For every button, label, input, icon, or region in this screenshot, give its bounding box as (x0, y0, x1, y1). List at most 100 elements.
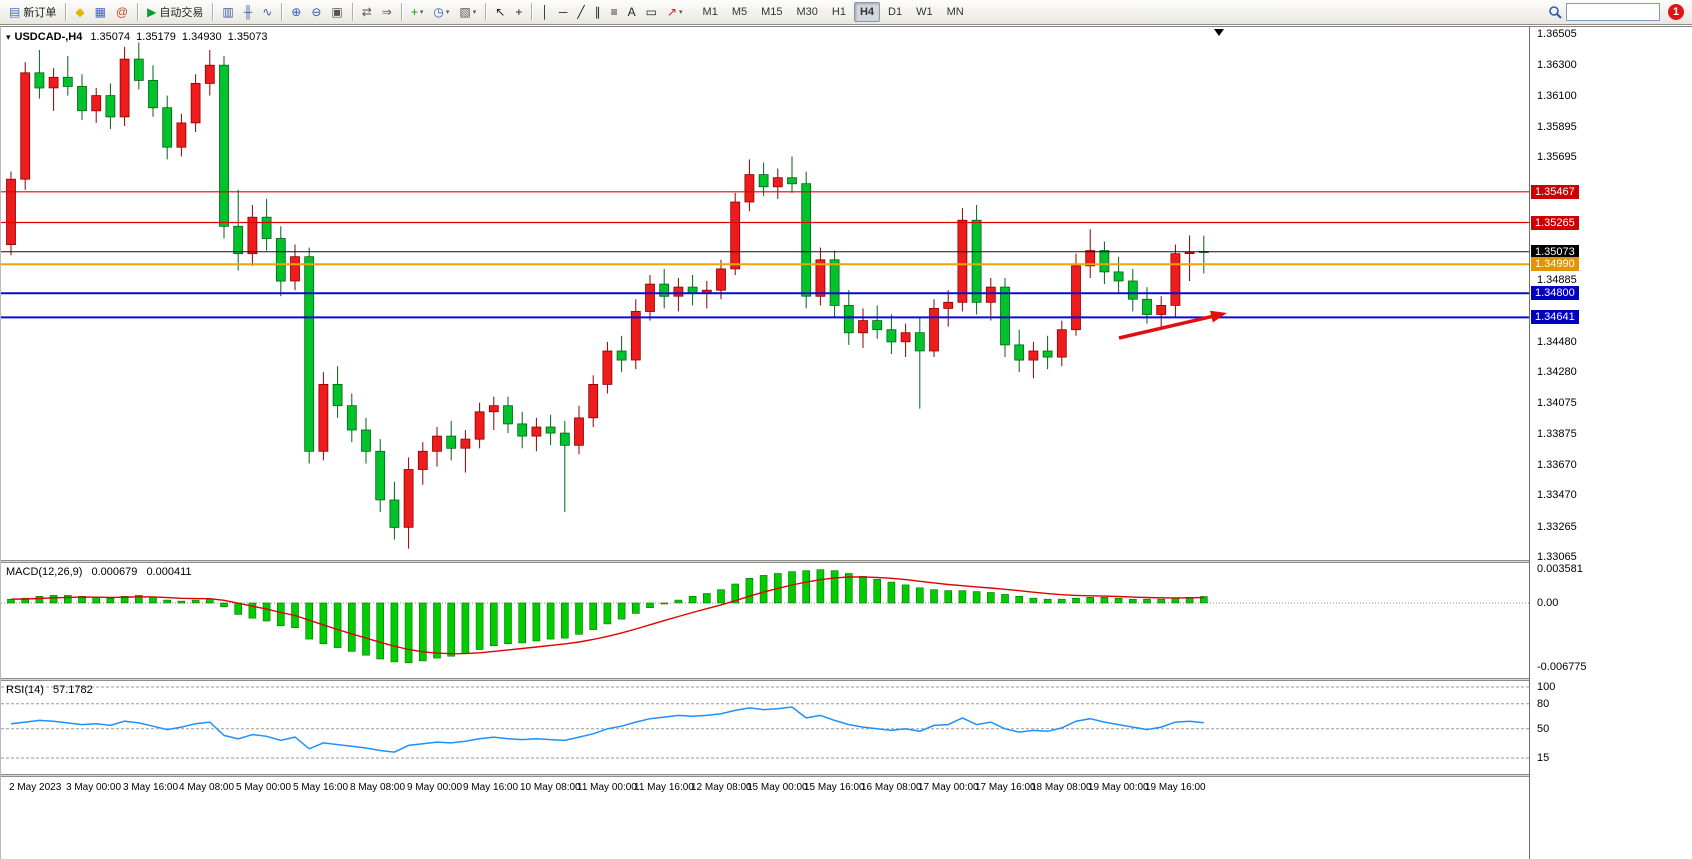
macd-histogram-bar (788, 571, 796, 604)
periods-button[interactable]: ◷ ▾ (429, 1, 453, 23)
macd-histogram-bar (532, 602, 541, 642)
timeframe-button-m15[interactable]: M15 (761, 6, 783, 18)
rsi-indicator-pane[interactable] (1, 681, 1529, 774)
cursor-button[interactable]: ↖ (491, 1, 509, 23)
candle (687, 275, 698, 306)
macd-histogram-bar (475, 602, 484, 650)
macd-axis-label: 0.00 (1537, 597, 1559, 609)
macd-histogram-bar (816, 569, 825, 604)
candle (1099, 241, 1110, 285)
candlestick-chart-button[interactable]: ╫ (240, 1, 257, 23)
macd-histogram-bar (191, 599, 200, 604)
price-axis-label: 1.34885 (1537, 274, 1577, 286)
trendline-button[interactable]: ╱ (573, 1, 588, 23)
macd-histogram-bar (688, 595, 697, 604)
macd-axis-label: -0.006775 (1537, 661, 1587, 673)
timeframe-button-h4[interactable]: H4 (853, 2, 881, 22)
line-chart-button[interactable]: ∿ (258, 1, 276, 23)
text-button[interactable]: A (624, 1, 640, 23)
timeframe-button-m1[interactable]: M1 (702, 6, 718, 18)
macd-histogram-bar (575, 602, 583, 635)
time-axis-label: 19 May 00:00 (1088, 782, 1149, 793)
toolbar-separator (281, 3, 283, 21)
autotrading-icon: ▶ (147, 5, 157, 19)
candle (432, 427, 442, 467)
macd-indicator-pane[interactable] (1, 563, 1529, 678)
macd-histogram-bar (1129, 598, 1137, 604)
tile-windows-button[interactable]: ▣ (327, 1, 346, 23)
indicators-icon: + (410, 5, 418, 19)
horizontal-line-button[interactable]: ─ (555, 1, 572, 23)
macd-histogram-bar (944, 590, 953, 604)
macd-histogram-bar (631, 602, 640, 614)
candle (361, 417, 371, 464)
pane-divider[interactable] (1, 774, 1692, 777)
autotrading-button[interactable]: ▶ 自动交易 (143, 1, 207, 23)
time-axis[interactable]: 2 May 2023 3 May 00:00 3 May 16:00 4 May 08… (1, 777, 1529, 801)
timeframe-button-d1[interactable]: D1 (888, 6, 903, 18)
zoom-in-button[interactable]: ⊕ (287, 1, 305, 23)
candle (1156, 296, 1167, 330)
price-badge: 1.34990 (1531, 257, 1579, 271)
auto-scroll-button[interactable]: ⇄ (358, 1, 376, 23)
market-watch-button[interactable]: ▦ (91, 1, 110, 23)
price-badge: 1.35467 (1531, 185, 1579, 199)
candle (1127, 268, 1138, 312)
macd-histogram-bar (149, 596, 157, 604)
macd-histogram-bar (560, 602, 569, 639)
community-button[interactable]: @ (112, 1, 132, 23)
zoom-out-button[interactable]: ⊖ (307, 1, 325, 23)
metaeditor-button[interactable]: ◆ (71, 1, 88, 23)
search-icon[interactable] (1548, 5, 1562, 19)
notification-badge[interactable]: 1 (1668, 4, 1684, 20)
trend-arrow-annotation[interactable] (1118, 313, 1220, 340)
timeframe-button-h1[interactable]: H1 (831, 6, 846, 18)
crosshair-icon: + (515, 5, 523, 19)
bar-chart-button[interactable]: ▥ (218, 1, 237, 23)
search-input[interactable] (1566, 3, 1660, 21)
text-label-button[interactable]: ▭ (642, 1, 661, 23)
timeframe-button-m5[interactable]: M5 (731, 6, 748, 18)
channel-button[interactable]: ∥ (591, 1, 605, 23)
vertical-line-button[interactable]: │ (537, 1, 553, 23)
fibonacci-button[interactable]: ≡ (607, 1, 622, 23)
candlestick-chart-icon: ╫ (243, 5, 253, 19)
timeframe-button-m30[interactable]: M30 (796, 6, 818, 18)
templates-button[interactable]: ▧ ▾ (455, 1, 480, 23)
macd-histogram-bar (1043, 598, 1052, 604)
chart-shift-button[interactable]: ⇒ (378, 1, 396, 23)
candlestick-chart[interactable] (1, 27, 1529, 560)
pane-divider[interactable] (1, 560, 1692, 563)
time-axis-label: 19 May 16:00 (1145, 782, 1206, 793)
macd-histogram-bar (859, 576, 867, 604)
time-axis-label: 9 May 16:00 (463, 782, 519, 793)
chart-shift-marker[interactable] (1214, 29, 1224, 36)
candle (758, 162, 769, 196)
rsi-label: RSI(14) 57.1782 (6, 684, 99, 696)
candle (545, 414, 556, 446)
macd-histogram-bar (220, 602, 228, 608)
candle (460, 430, 471, 473)
ohlc-open: 1.35074 (90, 31, 131, 43)
rsi-axis-label: 15 (1537, 752, 1550, 764)
time-axis-label: 4 May 08:00 (179, 782, 235, 793)
indicators-button[interactable]: + ▾ (407, 1, 428, 23)
price-axis-label: 1.33670 (1537, 459, 1577, 471)
macd-histogram-bar (702, 593, 711, 604)
pane-divider[interactable] (1, 678, 1692, 681)
timeframe-button-w1[interactable]: W1 (916, 6, 933, 18)
crosshair-button[interactable]: + (511, 1, 526, 23)
line-chart-icon: ∿ (262, 5, 273, 19)
timeframe-button-mn[interactable]: MN (946, 6, 964, 18)
arrows-tool-button[interactable]: ↗ ▾ (663, 1, 687, 23)
new-order-button[interactable]: ▤ 新订单 (5, 1, 60, 23)
macd-label: MACD(12,26,9) 0.000679 0.000411 (6, 566, 198, 578)
macd-histogram-bar (1200, 596, 1208, 604)
price-axis-label: 1.33470 (1537, 489, 1577, 501)
candle (417, 442, 428, 485)
macd-histogram-bar (1171, 597, 1180, 604)
price-axis[interactable]: 1.36505 1.36300 1.36100 1.35895 1.35695 1.348… (1529, 27, 1692, 859)
one-click-trading-toggle[interactable]: ▾ (6, 31, 11, 42)
vertical-line-icon: │ (541, 5, 549, 19)
candle (503, 396, 513, 434)
